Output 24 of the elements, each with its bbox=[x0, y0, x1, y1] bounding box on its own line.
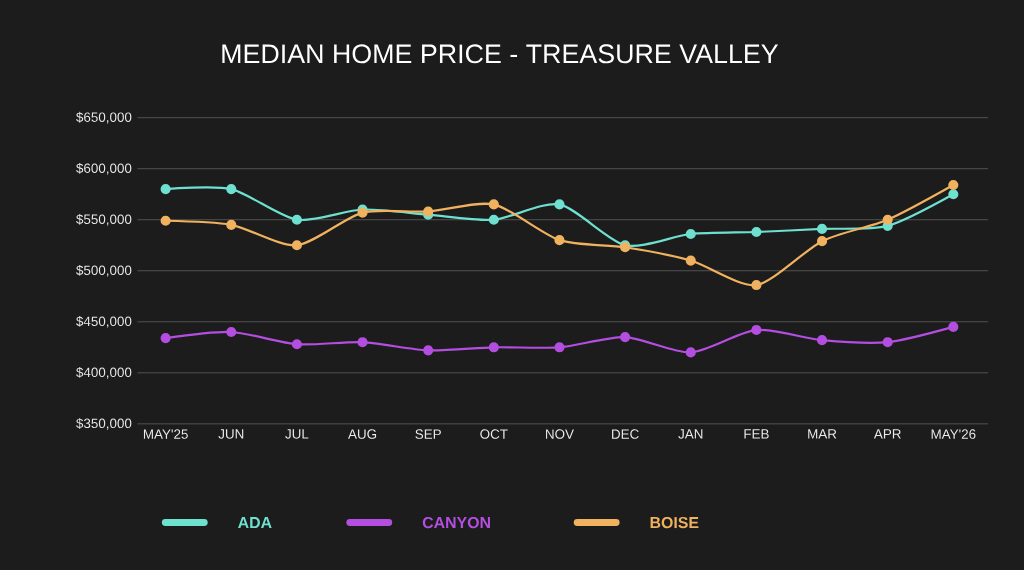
x-tick-label: NOV bbox=[546, 429, 574, 439]
x-tick-label: OCT bbox=[480, 429, 508, 439]
legend-label: CANYON bbox=[422, 516, 490, 528]
y-tick-label: $500,000 bbox=[76, 264, 132, 277]
x-tick-label: FEB bbox=[744, 429, 769, 439]
x-tick-label: APR bbox=[873, 429, 901, 439]
x-tick-label: JUN bbox=[218, 429, 244, 439]
x-tick-label: SEP bbox=[415, 429, 441, 439]
x-tick-label: MAY'26 bbox=[931, 429, 976, 439]
y-tick-label: $650,000 bbox=[76, 111, 132, 124]
y-tick-label: $400,000 bbox=[76, 366, 132, 379]
x-tick-label: MAR bbox=[808, 429, 837, 439]
y-tick-label: $550,000 bbox=[76, 213, 132, 226]
x-tick-label: AUG bbox=[348, 429, 377, 439]
x-tick-label: JUL bbox=[285, 429, 309, 439]
chart-title: MEDIAN HOME PRICE - TREASURE VALLEY bbox=[222, 44, 779, 64]
legend-label: ADA bbox=[238, 516, 272, 528]
x-tick-label: JAN bbox=[678, 429, 703, 439]
x-tick-label: MAY'25 bbox=[143, 429, 188, 439]
y-tick-label: $450,000 bbox=[76, 315, 132, 328]
y-tick-label: $350,000 bbox=[76, 417, 132, 430]
y-tick-label: $600,000 bbox=[76, 162, 132, 175]
x-tick-label: DEC bbox=[612, 429, 639, 439]
legend-label: BOISE bbox=[650, 516, 699, 528]
